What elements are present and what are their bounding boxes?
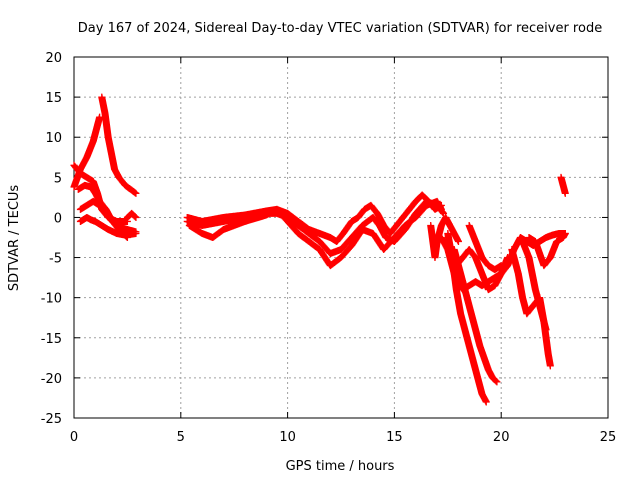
- series-trace-j: [185, 197, 445, 270]
- marker-trace: [123, 209, 140, 221]
- y-tick-label: -15: [41, 332, 62, 347]
- y-tick-label: -25: [41, 412, 62, 427]
- y-tick-label: 0: [54, 211, 62, 226]
- y-axis-label: SDTVAR / TECUs: [7, 185, 22, 292]
- x-tick-label: 15: [386, 430, 403, 445]
- data-marks: [70, 93, 569, 406]
- marker-trace: [98, 93, 140, 197]
- marker-trace: [70, 161, 131, 225]
- series-trace-b: [70, 161, 131, 225]
- marker-trace: [76, 197, 140, 236]
- ticks: 0 5 10 15 20 25 -25 -20 -15 -10 -5 0 5 10 15 20: [41, 51, 617, 445]
- marker-trace: [76, 213, 140, 239]
- marker-trace: [557, 173, 569, 197]
- x-tick-label: 20: [493, 430, 510, 445]
- marker-trace: [185, 197, 445, 270]
- series-trace-e: [76, 197, 140, 236]
- marker-trace: [525, 229, 569, 270]
- series-trace-s: [525, 229, 569, 270]
- series-trace-o: [452, 246, 512, 294]
- x-tick-label: 25: [600, 430, 617, 445]
- series-trace-g: [123, 209, 140, 221]
- y-tick-label: 20: [45, 51, 62, 66]
- plot-frame: [73, 56, 609, 419]
- x-tick-label: 0: [70, 430, 78, 445]
- series-trace-m: [444, 229, 490, 406]
- series-trace-c: [98, 93, 140, 197]
- series-trace-p: [465, 221, 505, 274]
- marker-trace: [444, 229, 490, 406]
- chart-title: Day 167 of 2024, Sidereal Day-to-day VTE…: [78, 21, 602, 36]
- y-tick-label: 10: [45, 131, 62, 146]
- y-tick-label: 5: [54, 171, 62, 186]
- marker-trace: [465, 221, 505, 274]
- series-trace-k: [427, 213, 462, 262]
- y-tick-label: -20: [41, 372, 62, 387]
- series-trace-t: [557, 173, 569, 197]
- series-trace-r: [519, 238, 550, 334]
- y-tick-label: -10: [41, 292, 62, 307]
- marker-trace: [519, 238, 550, 334]
- y-tick-label: -5: [49, 252, 62, 267]
- marker-trace: [452, 246, 512, 294]
- x-axis-label: GPS time / hours: [286, 459, 395, 474]
- x-tick-label: 10: [279, 430, 296, 445]
- y-tick-label: 15: [45, 91, 62, 106]
- marker-trace: [427, 213, 462, 262]
- series-trace-f: [76, 213, 140, 239]
- x-tick-label: 5: [177, 430, 185, 445]
